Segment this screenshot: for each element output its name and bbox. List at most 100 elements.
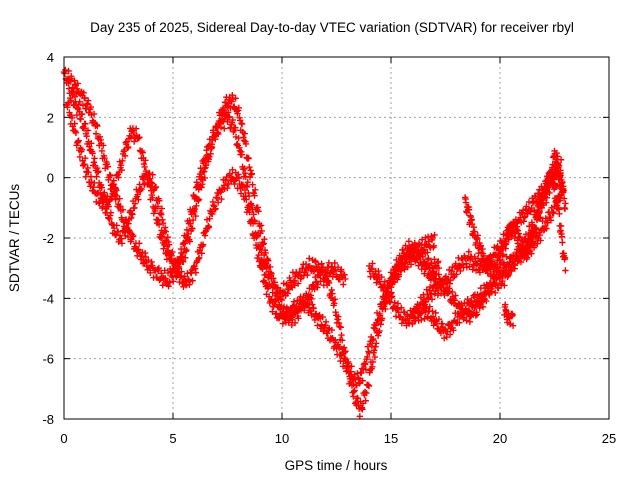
marker-track-b-47-9 [376, 327, 383, 335]
marker-track-f-6-2 [450, 327, 457, 334]
marker-track-c-15-4 [165, 241, 173, 248]
marker-track-c-21-6 [206, 215, 213, 222]
marker-track-g-18-3 [541, 194, 549, 201]
series-track-b [62, 91, 443, 420]
marker-track-c-54-9 [424, 249, 431, 256]
marker-track-f-13-9 [500, 267, 507, 274]
marker-track-b-46-9 [369, 358, 377, 366]
marker-track-a-25-0 [224, 118, 231, 126]
marker-track-b-19-8 [192, 212, 199, 220]
marker-track-b-23-7 [217, 118, 225, 125]
marker-track-g-3-6 [477, 242, 485, 249]
marker-track-f-1-0 [416, 302, 423, 309]
marker-track-b-35-5 [295, 315, 302, 322]
marker-track-c-2-6 [82, 120, 89, 128]
marker-track-a-41-0 [328, 263, 336, 271]
marker-track-e-13-3 [474, 255, 482, 262]
marker-track-d-6-6 [409, 320, 416, 328]
marker-track-c-28-8 [253, 244, 260, 252]
marker-track-a-35-8 [294, 280, 302, 287]
marker-track-b-45-8 [362, 397, 369, 404]
marker-track-b-45-7 [361, 388, 369, 396]
marker-track-f-10-1 [475, 302, 483, 309]
series-track-h [501, 147, 569, 329]
marker-track-a-29-0 [250, 211, 257, 218]
marker-track-b-29-4 [255, 208, 262, 215]
marker-track-g-17-0 [536, 208, 543, 216]
marker-track-c-12-9 [149, 171, 156, 178]
marker-track-b-47-2 [371, 353, 379, 361]
marker-track-b-40-7 [329, 290, 336, 297]
marker-track-a-0-2 [62, 66, 69, 74]
marker-track-b-7-3 [110, 180, 118, 188]
marker-track-g-22-9 [561, 254, 569, 262]
marker-track-h-4-9 [557, 169, 564, 177]
y-axis-label: SDTVAR / TECUs [7, 184, 22, 293]
marker-track-e-20-7 [523, 203, 530, 210]
marker-track-d-27-0 [542, 215, 549, 222]
marker-track-c-8-2 [118, 240, 126, 247]
marker-track-c-38-9 [319, 313, 326, 321]
marker-track-c-4-6 [95, 168, 102, 175]
marker-track-c-37-7 [311, 316, 319, 324]
marker-track-c-0-0 [65, 79, 72, 87]
marker-track-b-52-4 [405, 238, 413, 245]
marker-track-c-28-9 [254, 254, 261, 262]
x-tick-labels: 0 5 10 15 20 25 [60, 431, 616, 446]
marker-track-b-30-9 [265, 257, 272, 264]
marker-track-f-5-7 [446, 331, 454, 338]
marker-track-c-30-6 [265, 283, 272, 290]
marker-track-f-15-1 [508, 266, 515, 274]
marker-track-b-1-5 [72, 129, 80, 137]
marker-track-b-12-0 [141, 163, 148, 171]
marker-track-g-17-7 [539, 199, 546, 207]
marker-track-f-17-8 [526, 223, 533, 230]
marker-track-a-6-7 [104, 163, 112, 170]
marker-track-b-29-8 [257, 222, 265, 229]
marker-track-a-37-5 [306, 255, 313, 262]
marker-track-e-1-2 [395, 271, 403, 278]
marker-track-b-8-9 [121, 146, 128, 154]
marker-track-a-3-7 [84, 97, 92, 104]
marker-track-d-1-9 [378, 273, 385, 281]
marker-track-c-11-2 [138, 185, 145, 193]
marker-track-b-30-5 [262, 249, 269, 257]
marker-track-e-0-3 [389, 278, 397, 285]
marker-track-d-3-5 [388, 293, 396, 300]
marker-track-c-25-1 [229, 166, 236, 173]
marker-track-c-20-6 [199, 241, 207, 248]
grid-lines [64, 57, 609, 419]
marker-track-b-56-9 [435, 258, 442, 265]
marker-track-d-26-2 [537, 237, 544, 244]
marker-track-c-46-0 [366, 349, 373, 357]
marker-track-b-14-7 [159, 233, 166, 240]
marker-track-a-2-0 [73, 85, 81, 93]
marker-track-b-25-9 [232, 95, 239, 102]
marker-track-g-0-9 [465, 206, 473, 213]
x-tick-label-0: 0 [60, 431, 67, 446]
marker-track-e-8-0 [440, 280, 447, 288]
marker-track-b-21-9 [206, 153, 213, 160]
marker-track-c-13-7 [154, 203, 162, 210]
marker-track-g-10-0 [505, 236, 512, 243]
marker-track-d-27-1 [543, 225, 550, 232]
marker-track-a-24-5 [221, 125, 228, 132]
marker-track-b-25-1 [227, 104, 234, 112]
marker-track-b-8-0 [115, 174, 122, 181]
marker-track-a-4-5 [90, 118, 97, 126]
marker-track-f-7-1 [456, 319, 463, 326]
marker-track-c-0-4 [67, 97, 75, 104]
marker-track-f-9-8 [473, 297, 481, 305]
marker-track-g-15-4 [529, 233, 536, 241]
marker-track-h-4-3 [554, 161, 562, 168]
marker-track-c-13-9 [156, 197, 163, 204]
marker-track-f-1-2 [417, 310, 424, 317]
marker-track-e-8-6 [444, 283, 451, 291]
marker-track-c-14-9 [162, 228, 170, 235]
marker-track-b-45-3 [359, 406, 366, 413]
marker-track-a-23-6 [215, 130, 222, 138]
marker-track-c-46-6 [369, 335, 377, 343]
marker-track-d-15-4 [466, 318, 474, 326]
marker-track-h-5-7 [560, 195, 568, 202]
marker-track-b-3-8 [87, 173, 95, 180]
